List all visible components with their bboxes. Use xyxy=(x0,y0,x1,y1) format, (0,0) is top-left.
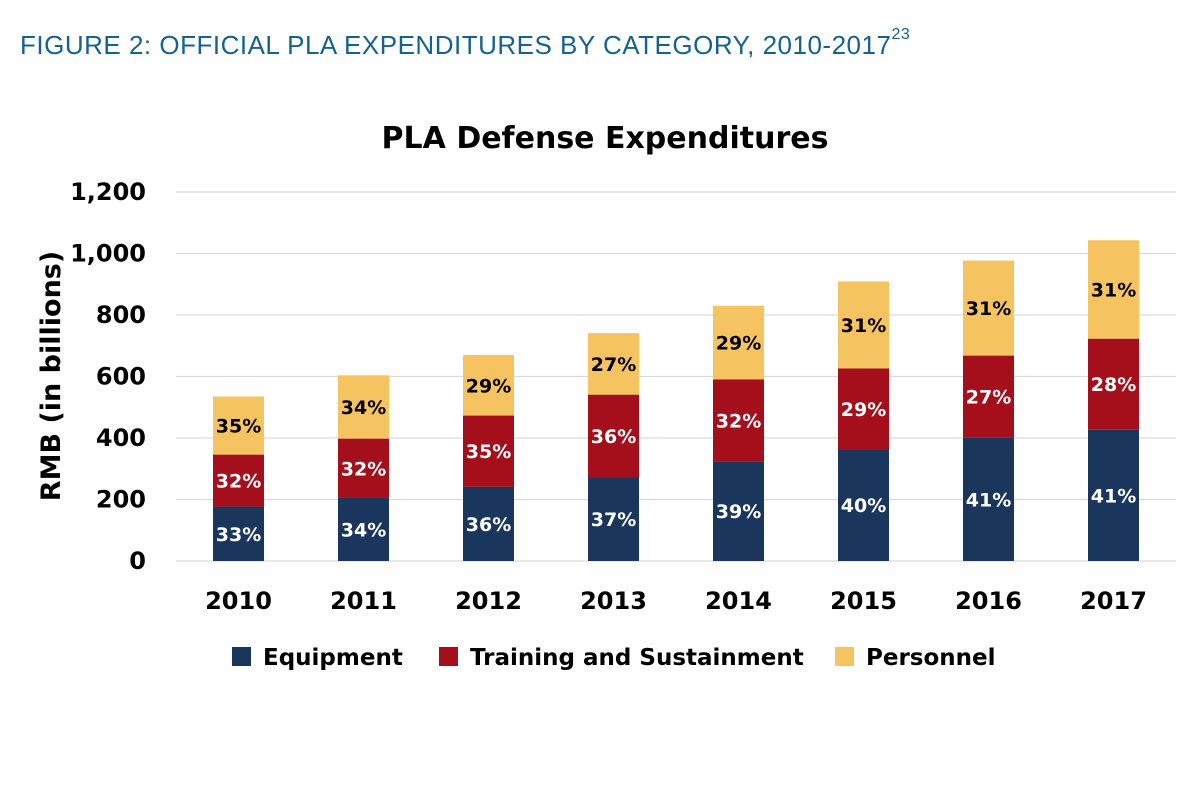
bar-segment xyxy=(213,506,264,561)
bar-segment xyxy=(463,486,514,561)
bar-segment xyxy=(338,497,389,561)
data-label: 32% xyxy=(716,410,761,432)
figure-caption: FIGURE 2: OFFICIAL PLA EXPENDITURES BY C… xyxy=(20,26,910,61)
data-label: 27% xyxy=(966,387,1011,409)
x-tick-label: 2017 xyxy=(1080,587,1147,615)
bar-segment xyxy=(213,396,264,455)
bar-segment xyxy=(838,368,889,450)
x-tick-label: 2015 xyxy=(830,587,897,615)
y-tick-label: 800 xyxy=(96,301,146,329)
data-label: 27% xyxy=(591,354,636,376)
data-label: 40% xyxy=(841,495,886,517)
x-axis-ticks: 2010 2011 2012 2013 2014 2015 2016 2017 xyxy=(205,587,1147,615)
bar-segment xyxy=(1088,240,1139,339)
bar-segment xyxy=(338,375,389,439)
bar-segment xyxy=(838,449,889,561)
data-label: 41% xyxy=(1091,485,1136,507)
data-label: 31% xyxy=(841,315,886,337)
legend-swatch xyxy=(439,647,458,666)
bar-segment xyxy=(338,438,389,498)
data-label: 33% xyxy=(216,524,261,546)
x-tick-label: 2011 xyxy=(330,587,397,615)
data-label: 29% xyxy=(841,399,886,421)
y-tick-label: 1,000 xyxy=(70,240,146,268)
data-label: 39% xyxy=(716,501,761,523)
data-label: 41% xyxy=(966,489,1011,511)
legend-swatch xyxy=(835,647,854,666)
bar-segment xyxy=(463,415,514,487)
bar-segment xyxy=(588,333,639,395)
bar-segment xyxy=(713,461,764,561)
bar-segment xyxy=(1088,429,1139,561)
data-label: 29% xyxy=(716,333,761,355)
gridlines xyxy=(176,191,1176,562)
bar-segment xyxy=(1088,338,1139,430)
legend-swatch xyxy=(232,647,251,666)
bar-segment xyxy=(463,354,514,416)
y-axis-ticks: 0 200 400 600 800 1,000 1,200 xyxy=(70,178,146,575)
legend-label: Personnel xyxy=(866,645,996,671)
legend-label: Equipment xyxy=(263,645,403,671)
data-label: 35% xyxy=(466,441,511,463)
chart-title: PLA Defense Expenditures xyxy=(382,121,829,156)
x-tick-label: 2010 xyxy=(205,587,272,615)
y-axis-title: RMB (in billions) xyxy=(36,251,67,501)
data-label: 34% xyxy=(341,519,386,541)
bar-segment xyxy=(588,394,639,478)
y-tick-label: 600 xyxy=(96,363,146,391)
data-label: 35% xyxy=(216,416,261,438)
x-tick-label: 2014 xyxy=(705,587,772,615)
y-tick-label: 200 xyxy=(96,486,146,514)
data-label: 37% xyxy=(591,509,636,531)
data-label: 32% xyxy=(341,458,386,480)
y-tick-label: 0 xyxy=(129,547,146,575)
bar-segment xyxy=(838,281,889,369)
data-label: 31% xyxy=(1091,279,1136,301)
data-label: 31% xyxy=(966,298,1011,320)
bars: 33% 32% 35% 34% 32% 34% 36% 35% 29% 37% 36% 27% 39% 3… xyxy=(213,240,1139,561)
figure-caption-footnote: 23 xyxy=(891,26,911,43)
legend: Equipment Training and Sustainment Personn… xyxy=(232,645,996,671)
data-label: 34% xyxy=(341,397,386,419)
bar-segment xyxy=(713,305,764,380)
bar-segment xyxy=(713,379,764,462)
data-label: 36% xyxy=(466,514,511,536)
x-tick-label: 2016 xyxy=(955,587,1022,615)
bar-segment xyxy=(963,437,1014,561)
data-label: 36% xyxy=(591,426,636,448)
legend-label: Training and Sustainment xyxy=(470,645,804,671)
bar-segment xyxy=(213,454,264,507)
figure-caption-text: FIGURE 2: OFFICIAL PLA EXPENDITURES BY C… xyxy=(20,30,892,60)
y-tick-label: 1,200 xyxy=(70,178,146,206)
x-tick-label: 2013 xyxy=(580,587,647,615)
data-label: 32% xyxy=(216,471,261,493)
x-tick-label: 2012 xyxy=(455,587,522,615)
bar-segment xyxy=(588,477,639,561)
data-label: 28% xyxy=(1091,374,1136,396)
y-tick-label: 400 xyxy=(96,424,146,452)
bar-segment xyxy=(963,355,1014,438)
data-label: 29% xyxy=(466,375,511,397)
bar-segment xyxy=(963,260,1014,356)
